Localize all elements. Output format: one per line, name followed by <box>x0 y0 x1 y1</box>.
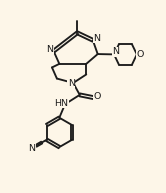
Text: N: N <box>93 34 100 43</box>
Text: O: O <box>93 92 101 102</box>
Text: N: N <box>46 45 53 54</box>
Text: N: N <box>29 144 36 153</box>
Text: O: O <box>137 50 144 59</box>
Text: HN: HN <box>54 99 68 108</box>
Text: N: N <box>68 79 75 88</box>
Text: N: N <box>113 47 120 56</box>
